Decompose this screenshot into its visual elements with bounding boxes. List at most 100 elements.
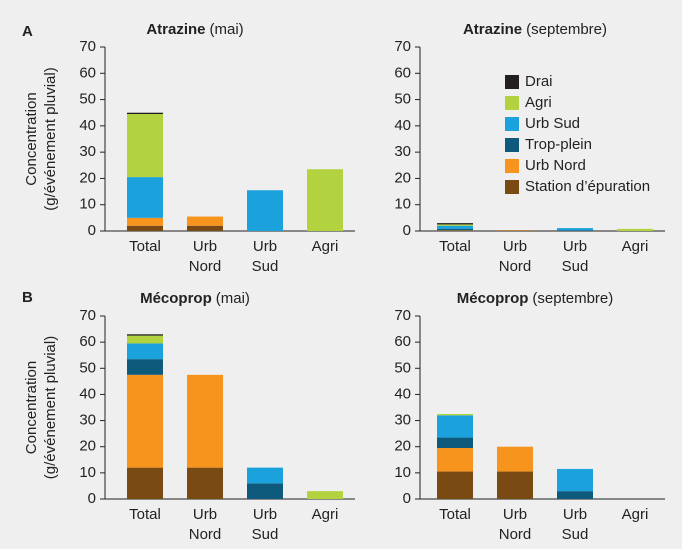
x-tick-label: Urb Sud <box>252 238 279 275</box>
bar-segment <box>437 223 473 225</box>
y-tick-label: 50 <box>79 91 96 108</box>
title-sub: (septembre) <box>532 290 613 307</box>
y-axis-label: (g/événement pluvial) <box>42 67 59 210</box>
y-tick-label: 70 <box>79 38 96 55</box>
y-tick-label: 40 <box>79 385 96 402</box>
chart-title: Atrazine (septembre) <box>463 21 607 38</box>
bar-segment <box>127 343 163 360</box>
x-tick-label: Agri <box>312 506 339 523</box>
bar-segment <box>127 112 163 115</box>
y-tick-label: 60 <box>394 333 411 350</box>
bar-segment <box>437 415 473 438</box>
legend-label: Agri <box>525 94 552 111</box>
legend-swatch <box>505 138 519 152</box>
chart-title: Mécoprop (septembre) <box>457 290 614 307</box>
x-tick-label: Urb Nord <box>499 506 532 543</box>
bar-segment <box>617 228 653 231</box>
legend-swatch <box>505 180 519 194</box>
bar-segment <box>187 374 223 468</box>
bar-segment <box>307 491 343 499</box>
y-axis-label: Concentration <box>23 92 40 185</box>
y-tick-label: 40 <box>79 117 96 134</box>
x-tick-label-line: Urb <box>253 506 277 523</box>
chart-title: Atrazine (mai) <box>146 21 243 38</box>
x-tick-label: Total <box>439 238 471 255</box>
bar-segment <box>127 374 163 468</box>
bar-segment <box>127 335 163 344</box>
x-tick-label-line: Urb <box>253 238 277 255</box>
y-tick-label: 40 <box>394 385 411 402</box>
legend-swatch <box>505 117 519 131</box>
x-tick-label: Agri <box>312 238 339 255</box>
bar-segment <box>557 491 593 499</box>
x-tick-label: Agri <box>622 506 649 523</box>
bar-segment <box>437 437 473 449</box>
bar-segment <box>127 177 163 218</box>
x-tick-label-line: Urb <box>563 238 587 255</box>
bar-segment <box>187 216 223 226</box>
title-sub: (mai) <box>216 290 250 307</box>
y-tick-label: 60 <box>394 64 411 81</box>
y-tick-label: 70 <box>394 307 411 324</box>
x-tick-label-line: Nord <box>189 526 222 543</box>
legend-swatch <box>505 159 519 173</box>
y-tick-label: 20 <box>394 169 411 186</box>
x-tick-label-line: Nord <box>499 526 532 543</box>
bar-segment <box>127 217 163 226</box>
bar-segment <box>127 359 163 375</box>
bar-segment <box>437 414 473 416</box>
y-tick-label: 60 <box>79 64 96 81</box>
x-tick-label: Urb Sud <box>562 506 589 543</box>
y-tick-label: 10 <box>394 196 411 213</box>
y-tick-label: 50 <box>79 359 96 376</box>
bar-segment <box>437 225 473 229</box>
x-tick-label-line: Nord <box>499 258 532 275</box>
legend-label: Drai <box>525 73 553 90</box>
bar-segment <box>437 230 473 231</box>
bar-segment <box>557 468 593 492</box>
x-tick-label-line: Sud <box>252 526 279 543</box>
y-tick-label: 10 <box>79 196 96 213</box>
legend-label: Trop-plein <box>525 136 592 153</box>
title-main: Mécoprop <box>457 290 529 307</box>
legend-swatch <box>505 96 519 110</box>
bar-segment <box>497 471 533 499</box>
bar-segment <box>247 467 283 484</box>
bar-segment <box>187 225 223 231</box>
legend-label: Station d’épuration <box>525 178 650 195</box>
y-tick-label: 20 <box>79 438 96 455</box>
x-tick-label: Urb Nord <box>189 238 222 275</box>
panel-label: B <box>22 289 33 306</box>
bar-segment <box>437 448 473 472</box>
y-tick-label: 30 <box>394 143 411 160</box>
x-tick-label-line: Urb <box>503 506 527 523</box>
bar-segment <box>497 446 533 472</box>
x-tick-label-line: Urb <box>193 506 217 523</box>
x-tick-label: Total <box>129 506 161 523</box>
title-main: Atrazine <box>463 21 522 38</box>
legend-label: Urb Nord <box>525 157 586 174</box>
legend-label: Urb Sud <box>525 115 580 132</box>
y-axis-label: (g/événement pluvial) <box>42 336 59 479</box>
y-tick-label: 20 <box>394 438 411 455</box>
x-tick-label: Urb Sud <box>562 238 589 275</box>
bar-segment <box>437 224 473 226</box>
title-main: Mécoprop <box>140 290 212 307</box>
bar-segment <box>557 228 593 231</box>
y-tick-label: 30 <box>394 412 411 429</box>
bar-segment <box>247 190 283 231</box>
bar-segment <box>127 225 163 231</box>
y-tick-label: 30 <box>79 412 96 429</box>
y-tick-label: 30 <box>79 143 96 160</box>
x-tick-label-line: Urb <box>503 238 527 255</box>
bar-segment <box>127 334 163 336</box>
panel-label: A <box>22 23 33 40</box>
bar-segment <box>557 230 593 231</box>
y-tick-label: 70 <box>79 307 96 324</box>
bar-segment <box>247 483 283 499</box>
x-tick-label-line: Urb <box>563 506 587 523</box>
legend-swatch <box>505 75 519 89</box>
x-tick-label: Total <box>129 238 161 255</box>
